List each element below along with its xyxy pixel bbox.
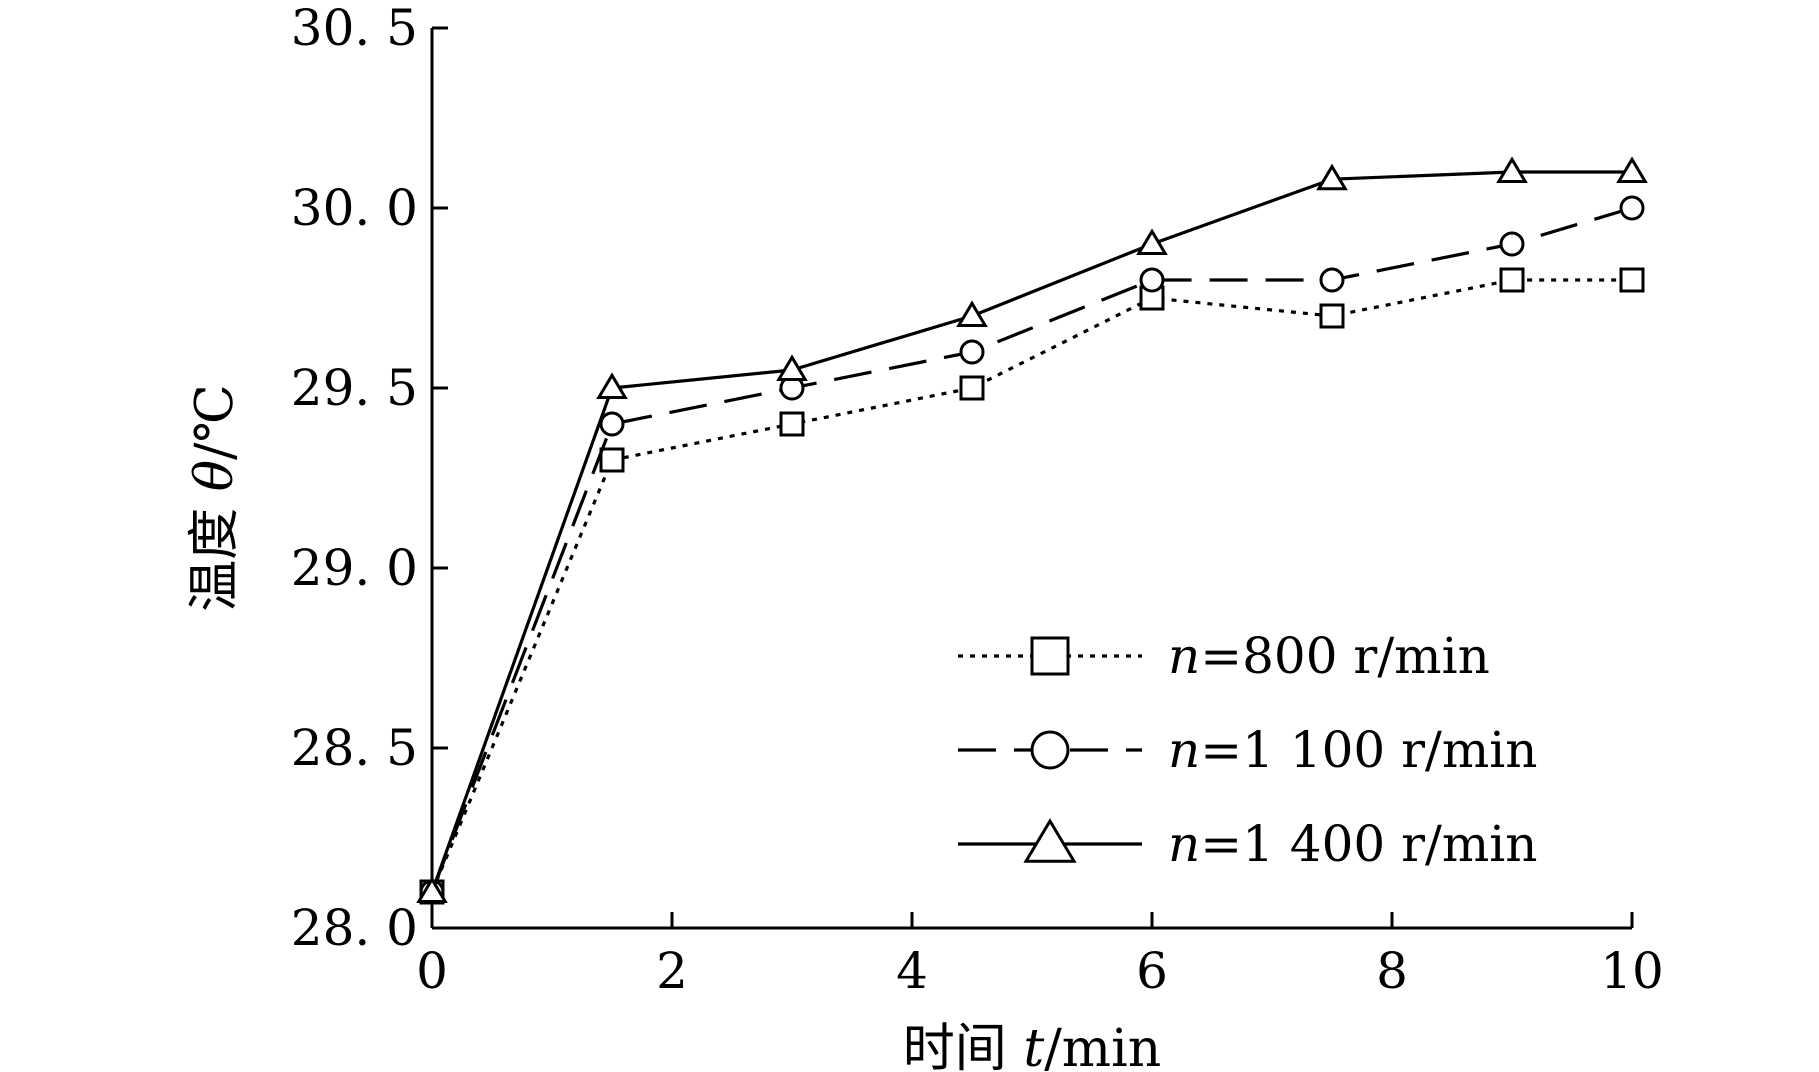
y-axis-title-variable: θ (185, 460, 245, 491)
x-tick-label: 2 (656, 942, 688, 1000)
x-tick-label: 8 (1376, 942, 1408, 1000)
data-point-triangle (416, 876, 448, 903)
data-point-square (1619, 267, 1645, 293)
data-point-circle (1499, 231, 1525, 257)
legend-label: n=800 r/min (1168, 627, 1490, 685)
legend-label-value: =1 400 r/min (1200, 815, 1537, 873)
data-point-square (779, 411, 805, 437)
data-point-triangle (1316, 163, 1348, 191)
series-line-triangle (430, 170, 1632, 893)
legend-label-variable: n (1168, 721, 1200, 779)
series-group (416, 156, 1648, 905)
data-point-square (959, 375, 985, 401)
y-axis-title-prefix: 温度 (185, 491, 245, 612)
legend-label-value: =800 r/min (1200, 627, 1490, 685)
y-tick-label: 28. 0 (291, 899, 418, 957)
x-tick-label: 0 (416, 942, 448, 1000)
data-point-triangle (1136, 228, 1168, 255)
legend-item: n=1 100 r/min (958, 721, 1537, 779)
x-axis-title-unit: /min (1044, 1019, 1161, 1072)
axes (430, 28, 1632, 930)
legend-marker-circle (1030, 730, 1070, 770)
legend-item: n=1 400 r/min (958, 815, 1537, 873)
legend-label: n=1 100 r/min (1168, 721, 1537, 779)
data-point-circle (1319, 267, 1345, 293)
series-square (419, 267, 1645, 905)
series-triangle (416, 156, 1648, 903)
series-circle (419, 195, 1645, 905)
legend-marker-triangle (1023, 818, 1077, 863)
data-point-triangle (1496, 156, 1528, 183)
data-point-square (599, 447, 625, 473)
data-point-circle (959, 339, 985, 365)
legend-label-variable: n (1168, 815, 1200, 873)
data-point-square (1319, 303, 1345, 329)
x-tick-label: 10 (1600, 942, 1664, 1000)
data-point-triangle (776, 354, 808, 381)
y-axis-title-unit: /℃ (185, 384, 245, 460)
data-point-triangle (956, 300, 988, 327)
data-point-triangle (596, 372, 628, 399)
x-axis-title-prefix: 时间 (903, 1019, 1024, 1072)
y-tick-label: 30. 5 (291, 0, 418, 57)
legend-label-value: =1 100 r/min (1200, 721, 1537, 779)
series-line-circle (430, 206, 1633, 893)
data-point-triangle (1616, 156, 1648, 183)
data-point-circle (599, 411, 625, 437)
legend-label: n=1 400 r/min (1168, 815, 1537, 873)
x-axis-title-variable: t (1023, 1019, 1044, 1072)
x-tick-label: 6 (1136, 942, 1168, 1000)
y-tick-label: 29. 5 (291, 359, 418, 417)
legend-label-variable: n (1168, 627, 1200, 685)
legend-marker-square (1030, 636, 1070, 676)
y-tick-label: 28. 5 (291, 719, 418, 777)
data-point-circle (1139, 267, 1165, 293)
x-tick-label: 4 (896, 942, 928, 1000)
legend-item: n=800 r/min (958, 627, 1490, 685)
y-axis-title: 温度 θ/℃ (185, 384, 245, 612)
data-point-circle (1619, 195, 1645, 221)
y-tick-label: 30. 0 (291, 179, 418, 237)
series-line-square (430, 278, 1632, 893)
x-axis-title: 时间 t/min (903, 1019, 1161, 1072)
y-tick-label: 29. 0 (291, 539, 418, 597)
data-point-square (1499, 267, 1525, 293)
ticks: 28. 0 28. 5 29. 0 29. 5 30. 0 30. 5 0 2 4 6 8 10 (291, 0, 1664, 1000)
